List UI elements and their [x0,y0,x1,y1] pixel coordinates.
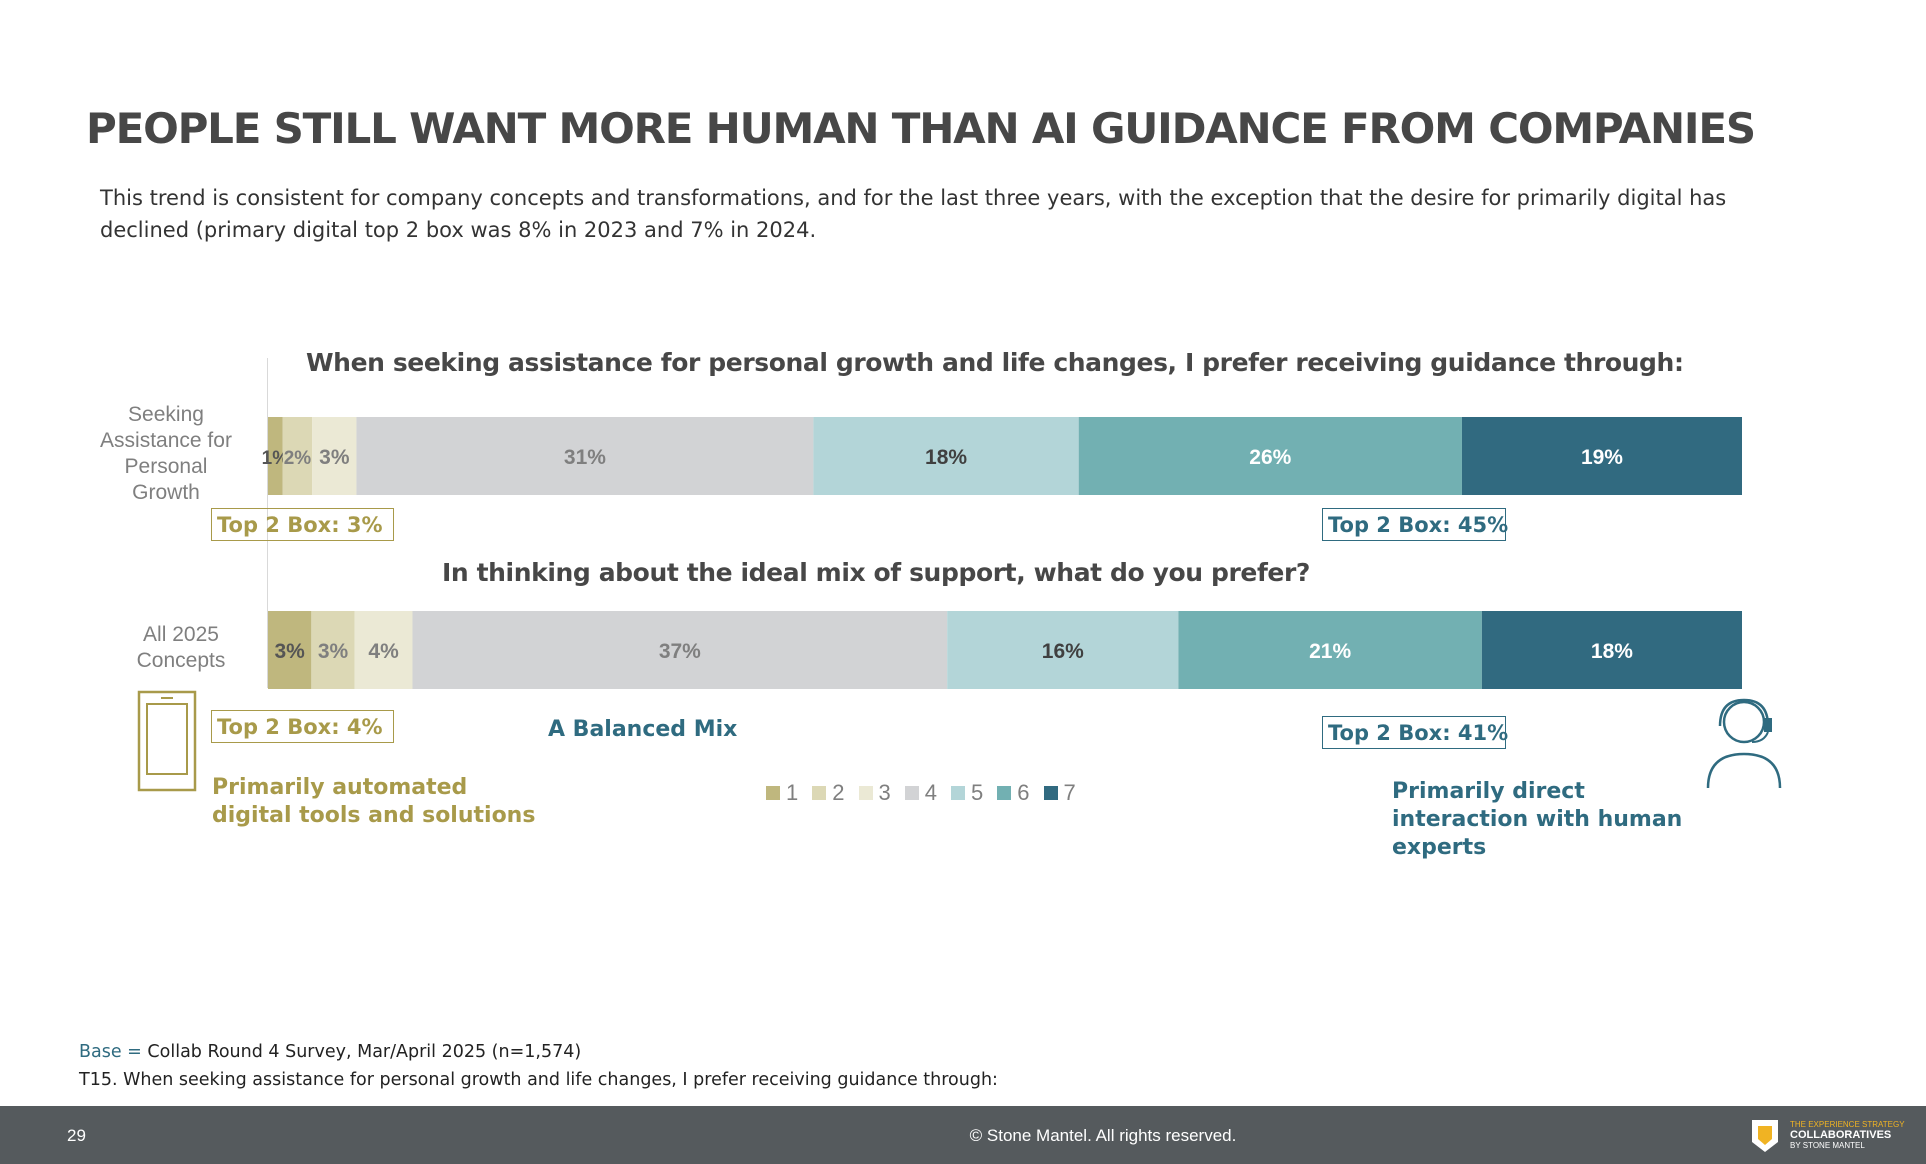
bar-segment-row2-3 [354,611,413,689]
bar-segment-row1-7 [1461,417,1742,495]
bar-segment-row1-1 [268,417,283,495]
legend-label-5: 5 [971,780,984,805]
base-note: Base = Collab Round 4 Survey, Mar/April … [79,1042,581,1062]
legend-swatch-2 [812,786,827,800]
bar-segment-row2-6 [1178,611,1482,689]
legend-swatch-6 [997,786,1012,800]
legend-label-2: 2 [832,780,845,805]
bar-segment-row1-2 [282,417,313,495]
human-experts-label: Primarily direct interaction with human … [1392,779,1683,860]
question-1-heading: When seeking assistance for personal gro… [306,348,1684,377]
copyright-text: © Stone Mantel. All rights reserved. [969,1126,1237,1145]
data-label-row1-5: 18% [925,446,967,469]
legend-item-3: 3 [858,780,891,806]
legend-item-2: 2 [812,780,845,806]
footer-bar: 29 © Stone Mantel. All rights reserved. … [0,1106,1926,1164]
bar-segment-row1-6 [1078,417,1462,495]
page-title: PEOPLE STILL WANT MORE HUMAN THAN AI GUI… [86,104,1756,153]
data-label-row2-5: 16% [1042,640,1084,663]
balanced-mix-label: A Balanced Mix [548,717,738,742]
legend-item-5: 5 [951,780,983,806]
legend-item-4: 4 [904,780,937,806]
data-label-row1-2: 2% [284,448,312,469]
data-label-row1-6: 26% [1249,446,1291,469]
bar-segment-row1-3 [312,417,357,495]
data-label-row2-1: 3% [274,640,305,663]
base-prefix: Base = [79,1042,142,1062]
legend-label-1: 1 [786,780,799,805]
top2-box-left-row1: Top 2 Box: 3% [211,508,394,541]
chart-legend: 1 2 3 4 5 6 7 [766,780,1076,806]
data-label-row2-6: 21% [1309,640,1351,663]
legend-swatch-4 [904,786,919,800]
base-text: Collab Round 4 Survey, Mar/April 2025 (n… [147,1042,582,1062]
question-2-heading: In thinking about the ideal mix of suppo… [442,558,1311,587]
data-label-row2-7: 18% [1591,640,1633,663]
headset-agent-icon [1706,698,1782,789]
data-label-row1-7: 19% [1581,446,1623,469]
page-subtitle: This trend is consistent for company con… [100,186,1727,242]
top2-box-right-row2: Top 2 Box: 41% [1322,716,1508,749]
top2-box-right-row1: Top 2 Box: 45% [1322,508,1508,541]
bar-segment-row1-4 [356,417,814,495]
bar-segment-row2-1 [268,611,312,689]
smartphone-icon [137,690,197,792]
bar-segment-row2-2 [311,611,355,689]
logo-line-3: BY STONE MANTEL [1790,1140,1865,1150]
collaboratives-logo: THE EXPERIENCE STRATEGY COLLABORATIVES B… [1748,1116,1905,1154]
legend-swatch-1 [766,786,780,800]
legend-item-1: 1 [766,780,798,806]
row-label-all-concepts: All 2025 Concepts [136,623,226,672]
legend-swatch-7 [1043,786,1058,800]
legend-swatch-5 [951,786,965,800]
legend-label-7: 7 [1063,780,1076,805]
page-number: 29 [67,1126,86,1145]
logo-line-1: THE EXPERIENCE STRATEGY [1790,1119,1905,1129]
logo-mark-icon [1752,1120,1778,1152]
logo-line-2: COLLABORATIVES [1790,1128,1892,1141]
data-label-row2-4: 37% [659,640,701,663]
data-label-row2-2: 3% [318,640,349,663]
bar-segment-row2-5 [947,611,1179,689]
question-note: T15. When seeking assistance for persona… [79,1070,998,1090]
bar-segment-row2-4 [412,611,948,689]
legend-item-7: 7 [1043,780,1076,806]
legend-swatch-3 [858,786,873,800]
bar-segment-row2-7 [1481,611,1742,689]
data-label-row1-3: 3% [319,446,350,469]
top2-box-left-row2: Top 2 Box: 4% [211,710,394,743]
legend-label-6: 6 [1017,780,1030,805]
data-label-row2-3: 4% [368,640,399,663]
data-label-row1-1: 1% [262,448,290,469]
category-axis-line [267,358,268,688]
legend-item-6: 6 [997,780,1030,806]
legend-label-3: 3 [878,780,891,805]
data-label-row1-4: 31% [564,446,606,469]
row-label-personal-growth: Seeking Assistance for Personal Growth [100,403,232,504]
automated-tools-label: Primarily automated digital tools and so… [212,775,536,828]
bar-segment-row1-5 [813,417,1079,495]
legend-label-4: 4 [924,780,937,805]
